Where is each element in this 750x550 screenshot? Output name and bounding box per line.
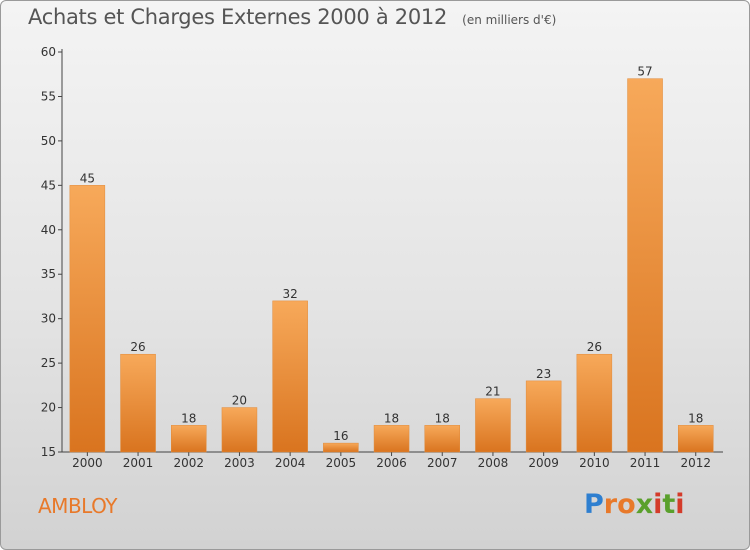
x-tick-label: 2012 xyxy=(680,456,711,470)
bars xyxy=(69,78,714,453)
y-tick-label: 35 xyxy=(41,267,56,281)
bar-2003 xyxy=(221,407,258,453)
bar-2012 xyxy=(678,425,714,453)
data-label: 18 xyxy=(688,411,703,425)
y-tick-label: 55 xyxy=(41,89,56,103)
logo-letter: P xyxy=(584,489,604,520)
x-tick-label: 2006 xyxy=(376,456,407,470)
x-tick-label: 2007 xyxy=(427,456,458,470)
logo-letter: t xyxy=(662,489,676,520)
bar-2006 xyxy=(373,425,410,453)
x-tick-label: 2008 xyxy=(478,456,509,470)
x-tick-label: 2001 xyxy=(123,456,154,470)
bar-2011 xyxy=(627,78,663,453)
commune-name: AMBLOY xyxy=(38,494,117,518)
data-label: 32 xyxy=(283,287,298,301)
data-label: 26 xyxy=(587,340,602,354)
y-tick-label: 25 xyxy=(41,356,56,370)
bar-2001 xyxy=(120,353,156,453)
data-label: 26 xyxy=(130,340,145,354)
logo-letter: i xyxy=(653,489,663,520)
data-label: 18 xyxy=(181,411,196,425)
y-tick-label: 15 xyxy=(41,445,56,459)
axes: 15 20 25 30 35 40 45 50 55 60 2000 2001 2002 2003 2004… xyxy=(41,45,723,470)
bar-2009 xyxy=(525,380,562,453)
bar-2000 xyxy=(69,185,106,453)
x-tick-label: 2010 xyxy=(579,456,610,470)
x-tick-label: 2011 xyxy=(630,456,661,470)
y-tick-label: 40 xyxy=(41,223,56,237)
y-tick-label: 60 xyxy=(41,45,56,59)
chart-title: Achats et Charges Externes 2000 à 2012 xyxy=(28,5,448,29)
data-label: 21 xyxy=(485,385,500,399)
x-tick-label: 2002 xyxy=(173,456,204,470)
x-tick-label: 2005 xyxy=(326,456,357,470)
bar-2010 xyxy=(576,353,613,453)
x-tick-label: 2003 xyxy=(224,456,255,470)
data-label: 16 xyxy=(333,429,348,443)
logo-letter: o xyxy=(617,489,636,520)
bar-2008 xyxy=(475,398,511,453)
data-label: 23 xyxy=(536,367,551,381)
data-label: 20 xyxy=(232,394,247,408)
data-label: 18 xyxy=(384,411,399,425)
bar-2004 xyxy=(272,300,308,453)
y-tick-label: 50 xyxy=(41,134,56,148)
value-labels: 45 26 18 20 32 16 18 18 21 23 26 57 18 xyxy=(80,65,704,443)
title-row: Achats et Charges Externes 2000 à 2012 (… xyxy=(28,5,556,29)
y-tick-label: 20 xyxy=(41,401,56,415)
logo-letter: x xyxy=(635,489,654,520)
bar-2007 xyxy=(424,425,460,453)
data-label: 45 xyxy=(80,171,95,185)
chart-unit-label: (en milliers d'€) xyxy=(462,13,557,27)
bar-2005 xyxy=(323,442,359,453)
x-tick-label: 2009 xyxy=(528,456,559,470)
bar-2002 xyxy=(171,425,207,453)
logo-letter: r xyxy=(603,489,618,520)
x-tick-label: 2004 xyxy=(275,456,306,470)
x-tick-label: 2000 xyxy=(72,456,103,470)
logo-letter: i xyxy=(675,489,685,520)
y-tick-label: 45 xyxy=(41,178,56,192)
proxiti-logo: Proxiti xyxy=(584,489,685,520)
y-tick-label: 30 xyxy=(41,312,56,326)
data-label: 57 xyxy=(637,65,652,79)
data-label: 18 xyxy=(435,411,450,425)
